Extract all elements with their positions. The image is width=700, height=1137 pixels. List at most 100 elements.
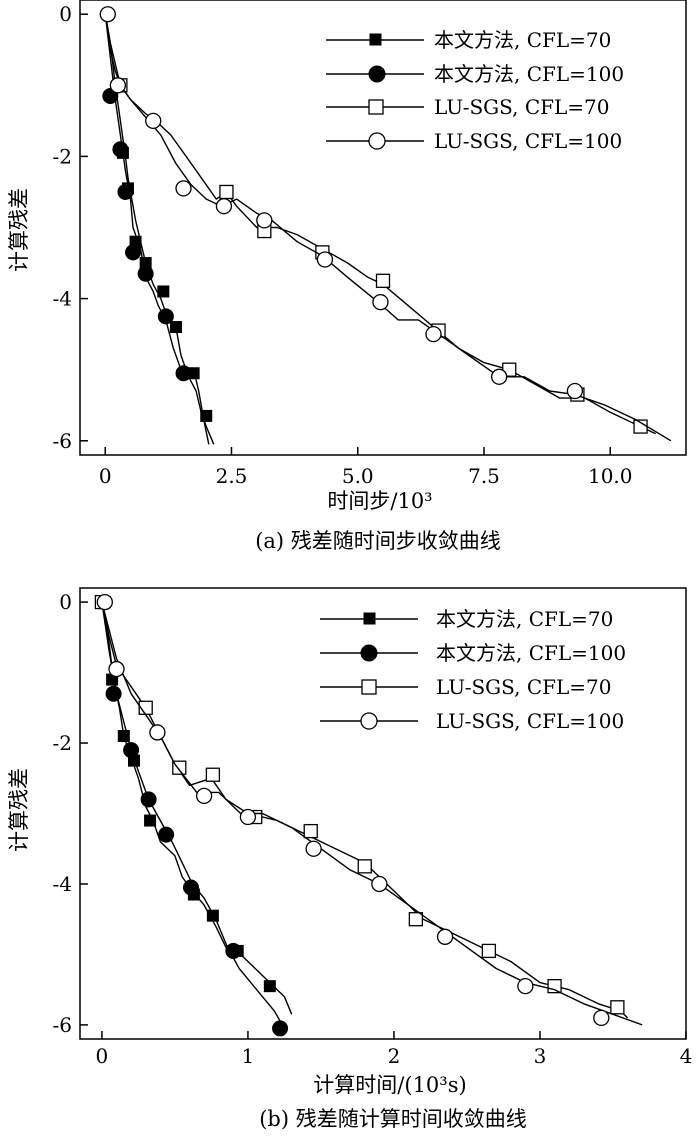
legend-b-label-0: 本文方法, CFL=70 [436, 607, 613, 631]
marker-b-2-5 [303, 823, 318, 839]
x-tick-label-a-3: 7.5 [468, 464, 500, 488]
marker-b-2-8 [481, 943, 497, 959]
legend-a-marker-1 [368, 65, 386, 83]
y-tick-label-a-0: 0 [59, 2, 72, 26]
legend-b-marker-3 [360, 712, 378, 730]
marker-a-0-7 [200, 409, 213, 422]
marker-a-3-3 [175, 180, 192, 197]
y-tick-label-b-0: 0 [59, 590, 72, 614]
panel-a-y-axis-label: 计算残差 [7, 188, 31, 272]
marker-a-1-1 [112, 141, 129, 158]
series-line-a-2 [104, 14, 656, 435]
legend-a-label-0: 本文方法, CFL=70 [434, 28, 611, 52]
y-tick-label-a-3: -6 [53, 429, 72, 453]
marker-b-3-5 [305, 840, 322, 857]
marker-b-0-4 [144, 814, 157, 827]
legend-b-marker-2 [361, 679, 377, 695]
marker-b-1-4 [182, 879, 199, 896]
panel-a-legend: 本文方法, CFL=70 本文方法, CFL=100 LU-SGS, CFL=7… [326, 28, 624, 153]
panel-b-series [94, 593, 643, 1037]
marker-b-2-2 [172, 760, 187, 775]
series-line-b-3 [101, 601, 643, 1026]
legend-a-marker-2 [368, 99, 384, 115]
panel-b-y-axis-label: 计算残差 [7, 768, 31, 852]
marker-a-3-10 [566, 382, 584, 400]
x-tick-label-a-2: 5.0 [342, 464, 374, 488]
panel-b-ticks: 0 1 2 3 4 0 -2 -4 -6 [53, 590, 693, 1068]
panel-a: 0 2.5 5.0 7.5 10.0 0 -2 -4 -6 计算残差 时间步/10³ (a) 残… [7, 0, 687, 553]
x-tick-label-b-0: 0 [96, 1044, 109, 1068]
marker-a-1-2 [117, 183, 134, 200]
marker-b-3-2 [149, 724, 166, 741]
panel-a-series [99, 6, 672, 445]
legend-b-label-3: LU-SGS, CFL=100 [436, 709, 624, 733]
legend-b-label-1: 本文方法, CFL=100 [436, 641, 626, 665]
marker-b-3-0 [96, 593, 113, 611]
legend-a-marker-3 [368, 132, 386, 150]
legend-a-label-1: 本文方法, CFL=100 [434, 62, 624, 86]
series-line-a-3 [104, 14, 672, 442]
x-tick-label-a-0: 0 [99, 464, 112, 488]
panel-b: 0 1 2 3 4 0 -2 -4 -6 计算残差 计算时间/(10³s) (b) 残差随计算时… [7, 587, 693, 1131]
legend-a-label-2: LU-SGS, CFL=70 [434, 95, 610, 119]
x-tick-label-b-1: 1 [242, 1044, 255, 1068]
marker-b-3-4 [239, 808, 257, 826]
marker-b-2-10 [610, 1000, 625, 1015]
legend-b-marker-1 [360, 644, 378, 662]
marker-b-1-0 [105, 685, 122, 702]
marker-b-0-8 [263, 980, 276, 993]
panel-a-caption: (a) 残差随时间步收敛曲线 [255, 529, 501, 553]
x-tick-label-a-4: 10.0 [588, 464, 633, 488]
panel-b-x-axis-label: 计算时间/(10³s) [313, 1073, 466, 1097]
marker-a-3-2 [145, 112, 162, 130]
legend-a-label-3: LU-SGS, CFL=100 [434, 129, 622, 153]
panel-a-x-axis-label: 时间步/10³ [327, 489, 432, 513]
marker-b-2-7 [408, 912, 424, 927]
y-tick-label-a-1: -2 [53, 144, 72, 168]
series-line-b-1 [101, 601, 286, 1029]
marker-b-3-1 [108, 660, 125, 678]
marker-b-2-3 [205, 767, 221, 782]
marker-b-3-9 [593, 1009, 610, 1027]
marker-a-2-4 [375, 273, 391, 288]
marker-a-1-4 [137, 265, 154, 282]
x-tick-label-a-1: 2.5 [216, 464, 248, 488]
marker-b-3-7 [436, 928, 454, 945]
marker-b-1-2 [140, 791, 157, 808]
marker-b-2-6 [357, 859, 372, 874]
marker-a-1-6 [175, 365, 192, 382]
panel-b-legend: 本文方法, CFL=70 本文方法, CFL=100 LU-SGS, CFL=7… [320, 607, 626, 733]
marker-a-3-6 [316, 251, 334, 268]
marker-a-1-5 [157, 308, 174, 325]
x-tick-label-b-2: 2 [388, 1044, 401, 1068]
series-line-b-0 [101, 601, 293, 1015]
marker-b-3-3 [195, 787, 213, 805]
marker-b-1-6 [272, 1020, 289, 1037]
marker-b-2-9 [547, 978, 562, 994]
marker-b-1-3 [158, 826, 175, 843]
panel-b-caption: (b) 残差随计算时间收敛曲线 [259, 1107, 527, 1131]
legend-b-label-2: LU-SGS, CFL=70 [436, 675, 612, 699]
marker-a-3-8 [425, 325, 442, 343]
marker-b-1-5 [225, 942, 242, 959]
marker-a-0-5 [169, 321, 182, 334]
panel-a-plot-frame [79, 0, 687, 456]
x-tick-label-b-4: 4 [680, 1044, 693, 1068]
series-line-a-1 [104, 14, 215, 445]
marker-a-3-4 [215, 198, 233, 215]
legend-b-marker-0 [363, 612, 376, 625]
y-tick-label-b-1: -2 [53, 731, 72, 755]
panel-b-plot-frame [79, 587, 687, 1040]
y-tick-label-b-2: -4 [53, 872, 72, 896]
marker-b-0-2 [117, 729, 130, 742]
panel-a-ticks: 0 2.5 5.0 7.5 10.0 0 -2 -4 -6 [53, 2, 633, 488]
legend-a-marker-0 [369, 33, 382, 46]
marker-a-0-4 [157, 285, 170, 298]
marker-b-3-6 [371, 875, 388, 893]
marker-a-3-5 [256, 212, 273, 229]
y-tick-label-b-3: -6 [53, 1013, 72, 1037]
marker-a-3-1 [109, 77, 127, 94]
x-tick-label-b-3: 3 [534, 1044, 547, 1068]
marker-a-2-1 [219, 184, 234, 200]
